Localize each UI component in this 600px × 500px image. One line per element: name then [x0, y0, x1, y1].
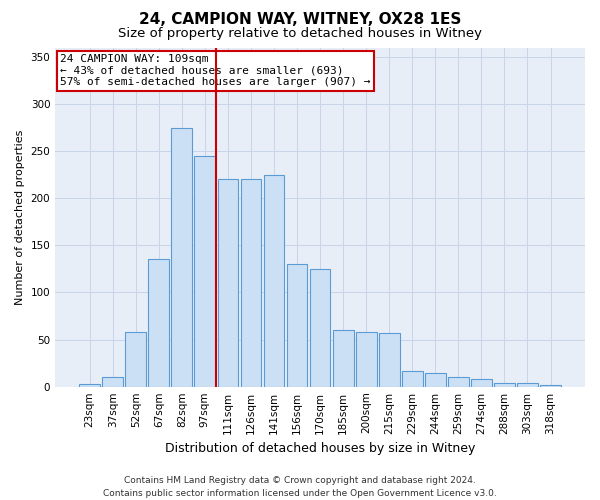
Y-axis label: Number of detached properties: Number of detached properties: [15, 130, 25, 305]
Bar: [402, 370, 422, 386]
Bar: [517, 383, 538, 386]
Text: Contains HM Land Registry data © Crown copyright and database right 2024.
Contai: Contains HM Land Registry data © Crown c…: [103, 476, 497, 498]
Bar: [448, 378, 469, 386]
Text: 24, CAMPION WAY, WITNEY, OX28 1ES: 24, CAMPION WAY, WITNEY, OX28 1ES: [139, 12, 461, 28]
Bar: [310, 269, 331, 386]
Bar: [172, 128, 192, 386]
Bar: [379, 333, 400, 386]
Text: 24 CAMPION WAY: 109sqm
← 43% of detached houses are smaller (693)
57% of semi-de: 24 CAMPION WAY: 109sqm ← 43% of detached…: [61, 54, 371, 88]
X-axis label: Distribution of detached houses by size in Witney: Distribution of detached houses by size …: [165, 442, 475, 455]
Bar: [241, 180, 262, 386]
Bar: [471, 379, 492, 386]
Bar: [218, 180, 238, 386]
Bar: [102, 378, 123, 386]
Bar: [148, 260, 169, 386]
Bar: [79, 384, 100, 386]
Bar: [194, 156, 215, 386]
Bar: [287, 264, 307, 386]
Bar: [356, 332, 377, 386]
Bar: [540, 385, 561, 386]
Bar: [425, 374, 446, 386]
Bar: [263, 174, 284, 386]
Bar: [125, 332, 146, 386]
Bar: [333, 330, 353, 386]
Text: Size of property relative to detached houses in Witney: Size of property relative to detached ho…: [118, 28, 482, 40]
Bar: [494, 383, 515, 386]
